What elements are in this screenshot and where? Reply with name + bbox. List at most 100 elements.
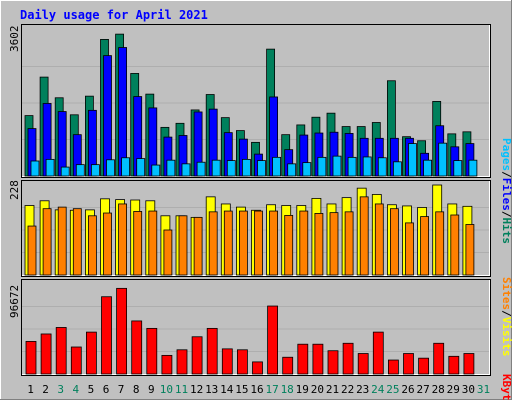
bar-kbytes-day-27 [418, 357, 430, 375]
bar-sites-day-6 [103, 212, 112, 276]
day-label-6: 6 [103, 383, 110, 396]
bar-files-day-3 [57, 111, 67, 177]
legend-sep-1: / [500, 171, 512, 178]
bar-sites-day-3 [57, 206, 67, 276]
bar-sites-day-11 [178, 215, 188, 276]
day-label-31: 31 [477, 383, 490, 396]
bar-pages-day-11 [181, 163, 191, 177]
day-label-7: 7 [118, 383, 125, 396]
bar-kbytes-day-11 [176, 349, 188, 375]
bar-kbytes-day-9 [146, 327, 158, 375]
day-label-24: 24 [371, 383, 385, 396]
bar-kbytes-day-8 [131, 320, 143, 375]
bar-pages-day-10 [166, 159, 176, 177]
bar-pages-day-23 [362, 156, 372, 177]
day-label-25: 25 [386, 383, 399, 396]
bar-kbytes-day-5 [86, 331, 97, 375]
bar-pages-day-20 [317, 156, 327, 177]
bar-sites-day-30 [465, 224, 475, 276]
day-label-15: 15 [235, 383, 248, 396]
day-label-16: 16 [250, 383, 263, 396]
bar-pages-day-29 [453, 160, 463, 177]
legend-kbytes: KBytes [500, 374, 512, 400]
bar-kbytes-day-22 [342, 342, 354, 375]
bar-kbytes-day-19 [297, 343, 309, 375]
day-label-2: 2 [42, 383, 49, 396]
day-label-30: 30 [462, 383, 475, 396]
day-label-9: 9 [148, 383, 155, 396]
kbytes-ymax-label: 96672 [8, 285, 21, 318]
bar-sites-day-27 [420, 216, 430, 276]
day-label-23: 23 [356, 383, 369, 396]
bar-sites-day-7 [118, 203, 127, 276]
bar-kbytes-day-2 [40, 333, 52, 375]
day-label-5: 5 [88, 383, 95, 396]
bar-sites-day-4 [72, 208, 82, 276]
bar-sites-day-9 [148, 210, 158, 276]
bar-pages-day-12 [196, 161, 206, 177]
bar-sites-day-8 [133, 211, 143, 276]
bar-kbytes-day-7 [116, 287, 127, 375]
bar-sites-day-18 [284, 214, 294, 276]
bar-sites-day-14 [223, 210, 233, 276]
bar-pages-day-16 [257, 160, 266, 177]
bar-pages-day-9 [151, 164, 161, 177]
day-label-27: 27 [416, 383, 429, 396]
bar-pages-day-17 [272, 156, 282, 177]
day-label-11: 11 [175, 383, 188, 396]
bar-sites-day-17 [269, 210, 279, 276]
bar-pages-day-8 [136, 158, 146, 177]
bar-sites-day-20 [314, 213, 324, 276]
bar-kbytes-day-29 [448, 355, 460, 375]
legend-sep-2: / [500, 211, 512, 218]
bar-pages-day-27 [423, 159, 433, 177]
legend-hits-files-pages: Pages/Files/Hits [500, 138, 512, 244]
day-label-17: 17 [265, 383, 278, 396]
bar-kbytes-day-24 [372, 331, 384, 375]
bar-pages-day-3 [60, 166, 70, 177]
legend-visits: Visits [500, 317, 512, 357]
bar-kbytes-day-25 [387, 359, 399, 375]
legend-files: Files [500, 178, 512, 211]
bar-pages-day-6 [106, 159, 115, 177]
panel-kbytes-frame [21, 279, 491, 376]
bar-pages-day-15 [241, 158, 251, 177]
bar-pages-day-26 [408, 143, 417, 177]
bar-sites-day-5 [88, 215, 97, 276]
bar-sites-day-26 [405, 222, 414, 276]
day-label-18: 18 [281, 383, 294, 396]
bar-kbytes-day-14 [221, 348, 233, 375]
legend-pages: Pages [500, 138, 512, 171]
bar-pages-day-21 [332, 155, 342, 177]
bar-pages-day-7 [121, 157, 130, 177]
panel-hits-frame [21, 24, 491, 178]
bar-kbytes-day-21 [327, 350, 339, 375]
day-label-8: 8 [133, 383, 140, 396]
bar-sites-day-21 [329, 212, 339, 276]
bar-files-day-7 [118, 47, 127, 177]
day-label-1: 1 [27, 383, 34, 396]
bar-pages-day-19 [302, 162, 312, 177]
visits-ymax-label: 228 [8, 180, 21, 200]
bar-pages-day-24 [377, 157, 387, 177]
bar-pages-day-5 [91, 164, 100, 177]
bar-sites-day-12 [193, 216, 203, 276]
bar-sites-day-10 [163, 229, 173, 276]
bar-files-day-6 [103, 55, 112, 177]
bar-kbytes-day-16 [252, 361, 263, 375]
bar-sites-day-28 [435, 211, 445, 276]
day-label-4: 4 [72, 383, 79, 396]
bar-sites-day-29 [450, 214, 460, 276]
day-label-28: 28 [432, 383, 445, 396]
bar-kbytes-day-17 [267, 305, 279, 375]
bar-sites-day-24 [374, 203, 384, 276]
bar-kbytes-day-20 [312, 343, 324, 375]
bar-pages-day-25 [392, 161, 402, 177]
bar-kbytes-day-18 [282, 356, 294, 375]
bar-pages-day-2 [45, 158, 55, 177]
hits-ymax-label: 3602 [8, 26, 21, 53]
legend-sites: Sites [500, 277, 512, 310]
bar-pages-day-22 [347, 156, 357, 177]
bar-kbytes-day-23 [357, 353, 369, 375]
bar-pages-day-30 [468, 159, 478, 177]
